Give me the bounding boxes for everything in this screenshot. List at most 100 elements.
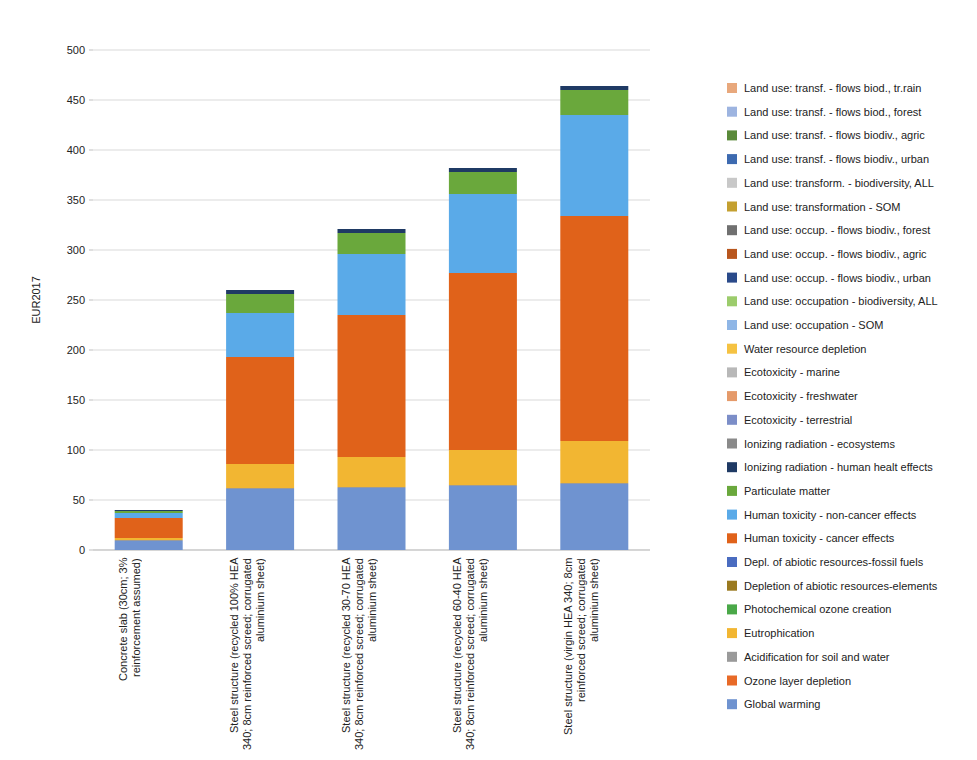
legend-swatch — [727, 462, 737, 472]
bar-segment — [115, 541, 183, 542]
category-label: Concrete slab (30cm; 3% reinforcement as… — [117, 558, 181, 750]
bar-segment — [226, 294, 294, 313]
legend-swatch — [727, 202, 737, 212]
tick-mark — [89, 400, 93, 401]
bar-segment — [560, 484, 628, 550]
tick-label: 100 — [67, 444, 85, 456]
category-label: Steel structure (virgin HEA 340; 8cm rei… — [562, 558, 626, 750]
bar-segment — [115, 538, 183, 540]
legend-swatch — [727, 557, 737, 567]
bar-segment — [338, 229, 406, 230]
legend-swatch — [727, 486, 737, 496]
bar-segment — [560, 484, 628, 485]
grid — [89, 50, 650, 550]
bar-segment — [226, 290, 294, 291]
legend-label: Land use: transformation - SOM — [744, 201, 901, 213]
legend-swatch — [727, 439, 737, 449]
bar-segment — [560, 86, 628, 87]
bar-segment — [338, 229, 406, 230]
tick-label: 500 — [67, 44, 85, 56]
tick-label: 450 — [67, 94, 85, 106]
bar-segment — [115, 510, 183, 511]
bar-segment — [449, 172, 517, 194]
bar-segment — [226, 290, 294, 294]
tick-mark — [89, 300, 93, 301]
legend-swatch — [727, 344, 737, 354]
bar-segment — [338, 229, 406, 230]
bar-segment — [226, 290, 294, 291]
legend-swatch — [727, 178, 737, 188]
bar-segment — [338, 229, 406, 230]
legend-swatch — [727, 130, 737, 140]
legend-swatch — [727, 154, 737, 164]
legend-swatch — [727, 604, 737, 614]
bar-segment — [338, 488, 406, 550]
bar-segment — [449, 168, 517, 169]
bar-segment — [449, 194, 517, 273]
bar-segment — [449, 168, 517, 169]
bar-segment — [115, 511, 183, 513]
bar-segment — [338, 233, 406, 254]
tick-mark — [89, 50, 93, 51]
bar-segment — [338, 229, 406, 230]
bar-segment — [449, 168, 517, 169]
bar-segment — [449, 168, 517, 169]
legend-label: Acidification for soil and water — [744, 651, 890, 663]
tick-mark — [89, 100, 93, 101]
legend-label: Global warming — [744, 698, 820, 710]
bar-segment — [449, 168, 517, 169]
tick-mark — [89, 450, 93, 451]
bar-segment — [560, 86, 628, 87]
bar-segment — [115, 510, 183, 511]
legend-label: Ecotoxicity - marine — [744, 366, 840, 378]
bar-segment — [115, 510, 183, 511]
bar-segment — [115, 510, 183, 511]
legend-label: Land use: transf. - flows biod., tr.rain — [744, 82, 921, 94]
bar-segment — [115, 541, 183, 550]
bars — [115, 86, 629, 550]
legend-label: Land use: transf. - flows biodiv., urban — [744, 153, 929, 165]
chart: 050100150200250300350400450500EUR2017Lan… — [0, 0, 977, 760]
bar-segment — [449, 168, 517, 169]
bar-segment — [338, 254, 406, 315]
bar-segment — [226, 488, 294, 489]
bar-segment — [560, 86, 628, 87]
bar-segment — [226, 489, 294, 550]
legend-label: Land use: occup. - flows biodiv., forest — [744, 224, 930, 236]
bar-segment — [449, 168, 517, 169]
bar-segment — [338, 229, 406, 230]
bar-segment — [115, 510, 183, 511]
tick-mark — [89, 500, 93, 501]
bar-segment — [560, 86, 628, 87]
legend-swatch — [727, 83, 737, 93]
bar-segment — [338, 229, 406, 230]
category-label: Steel structure (recycled 100% HEA 340; … — [228, 558, 292, 750]
legend-label: Ecotoxicity - freshwater — [744, 390, 858, 402]
bar-segment — [449, 273, 517, 450]
legend-label: Land use: occupation - biodiversity, ALL — [744, 295, 938, 307]
bar-segment — [115, 510, 183, 511]
bar-segment — [226, 290, 294, 291]
legend-label: Land use: transf. - flows biodiv., agric — [744, 129, 925, 141]
bar-segment — [226, 290, 294, 291]
bar-segment — [115, 510, 183, 511]
legend-swatch — [727, 225, 737, 235]
legend-swatch — [727, 415, 737, 425]
bar-segment — [560, 86, 628, 87]
tick-label: 400 — [67, 144, 85, 156]
bar-segment — [560, 86, 628, 87]
legend-label: Ozone layer depletion — [744, 675, 851, 687]
bar-segment — [226, 464, 294, 488]
bar-segment — [115, 510, 183, 511]
tick-mark — [89, 150, 93, 151]
tick-mark — [89, 200, 93, 201]
legend-label: Ionizing radiation - ecosystems — [744, 438, 896, 450]
legend-label: Ecotoxicity - terrestrial — [744, 414, 852, 426]
bar-segment — [226, 290, 294, 291]
bar-segment — [338, 229, 406, 230]
legend-label: Ionizing radiation - human healt effects — [744, 461, 933, 473]
bar-segment — [338, 229, 406, 230]
bar-segment — [449, 168, 517, 169]
legend-swatch — [727, 320, 737, 330]
bar-segment — [226, 290, 294, 291]
